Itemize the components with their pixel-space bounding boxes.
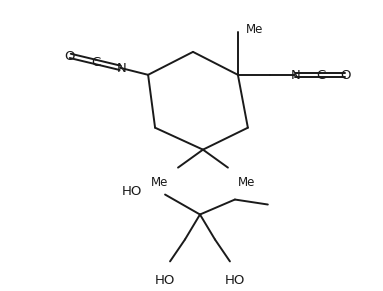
Text: Me: Me bbox=[151, 175, 168, 189]
Text: N: N bbox=[116, 62, 126, 75]
Text: HO: HO bbox=[122, 185, 142, 198]
Text: HO: HO bbox=[225, 274, 245, 287]
Text: O: O bbox=[340, 69, 351, 82]
Text: Me: Me bbox=[246, 24, 263, 36]
Text: Me: Me bbox=[238, 175, 255, 189]
Text: HO: HO bbox=[155, 274, 175, 287]
Text: N: N bbox=[291, 69, 301, 82]
Text: C: C bbox=[92, 56, 101, 69]
Text: C: C bbox=[316, 69, 325, 82]
Text: O: O bbox=[64, 50, 75, 63]
